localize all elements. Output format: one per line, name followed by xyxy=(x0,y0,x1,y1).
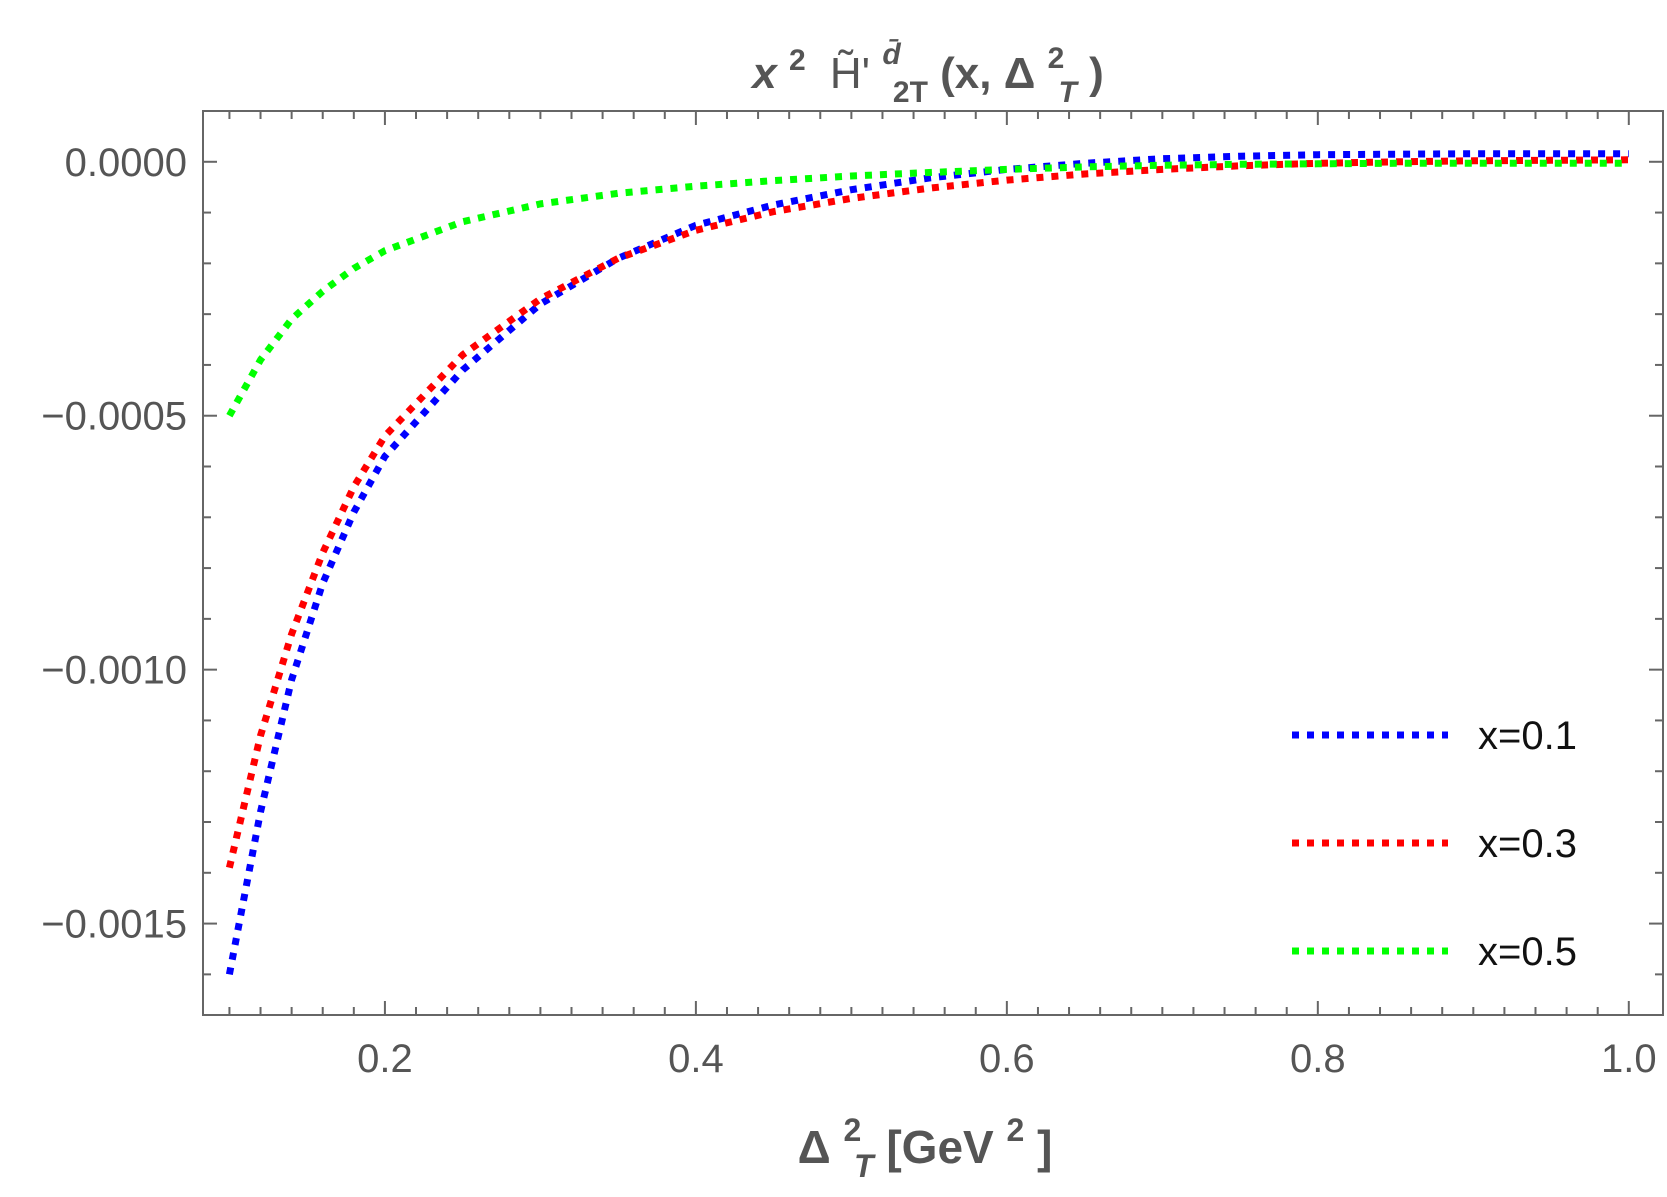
xlabel-unit-open: [GeV xyxy=(886,1121,994,1173)
legend-label: x=0.1 xyxy=(1478,714,1577,758)
title-prefix-sup: 2 xyxy=(789,44,806,77)
chart-title: x 2 H̃' d̄ 2T (x, Δ 2 T ) xyxy=(750,25,1103,112)
title-args-sub: T xyxy=(1059,76,1080,109)
legend-label: x=0.3 xyxy=(1478,822,1577,866)
xlabel-unit-sup: 2 xyxy=(1007,1112,1025,1148)
y-tick-label: −0.0015 xyxy=(41,903,187,947)
title-args-close: ) xyxy=(1089,49,1104,98)
plot-frame xyxy=(202,110,1664,1016)
y-tick-label: −0.0010 xyxy=(41,649,187,693)
y-axis-ticks xyxy=(203,110,1663,976)
title-args-sup: 2 xyxy=(1048,42,1065,75)
title-prefix: x xyxy=(750,49,778,98)
series-line-1 xyxy=(225,150,1629,976)
x-tick-label: 0.8 xyxy=(1290,1037,1346,1081)
x-tick-label: 0.4 xyxy=(668,1037,724,1081)
y-tick-label: −0.0005 xyxy=(41,395,187,439)
y-axis-tick-labels: 0.0000 −0.0005 −0.0010 −0.0015 xyxy=(41,141,187,947)
xlabel-sup: 2 xyxy=(843,1112,861,1148)
title-sup: d̄ xyxy=(882,38,901,71)
x-tick-label: 0.6 xyxy=(979,1037,1035,1081)
x-axis-title: Δ 2 T [GeV 2 ] xyxy=(798,1099,1053,1187)
y-tick-label: 0.0000 xyxy=(65,141,187,185)
x-tick-label: 0.2 xyxy=(357,1037,413,1081)
title-symbol: H̃' xyxy=(830,49,870,98)
title-sub: 2T xyxy=(893,76,928,109)
series-layer xyxy=(225,150,1629,976)
x-axis-tick-labels: 0.2 0.4 0.6 0.8 1.0 xyxy=(357,1037,1656,1081)
legend-label: x=0.5 xyxy=(1478,930,1577,974)
xlabel-symbol: Δ xyxy=(798,1121,831,1173)
title-args-open: (x, Δ xyxy=(940,49,1035,98)
xlabel-sub: T xyxy=(854,1148,876,1184)
x-axis-ticks xyxy=(228,111,1630,1015)
x-tick-label: 1.0 xyxy=(1601,1037,1657,1081)
legend: x=0.1 x=0.3 x=0.5 xyxy=(1292,714,1577,974)
xlabel-unit-close: ] xyxy=(1037,1121,1052,1173)
series-line-2 xyxy=(225,156,1629,869)
